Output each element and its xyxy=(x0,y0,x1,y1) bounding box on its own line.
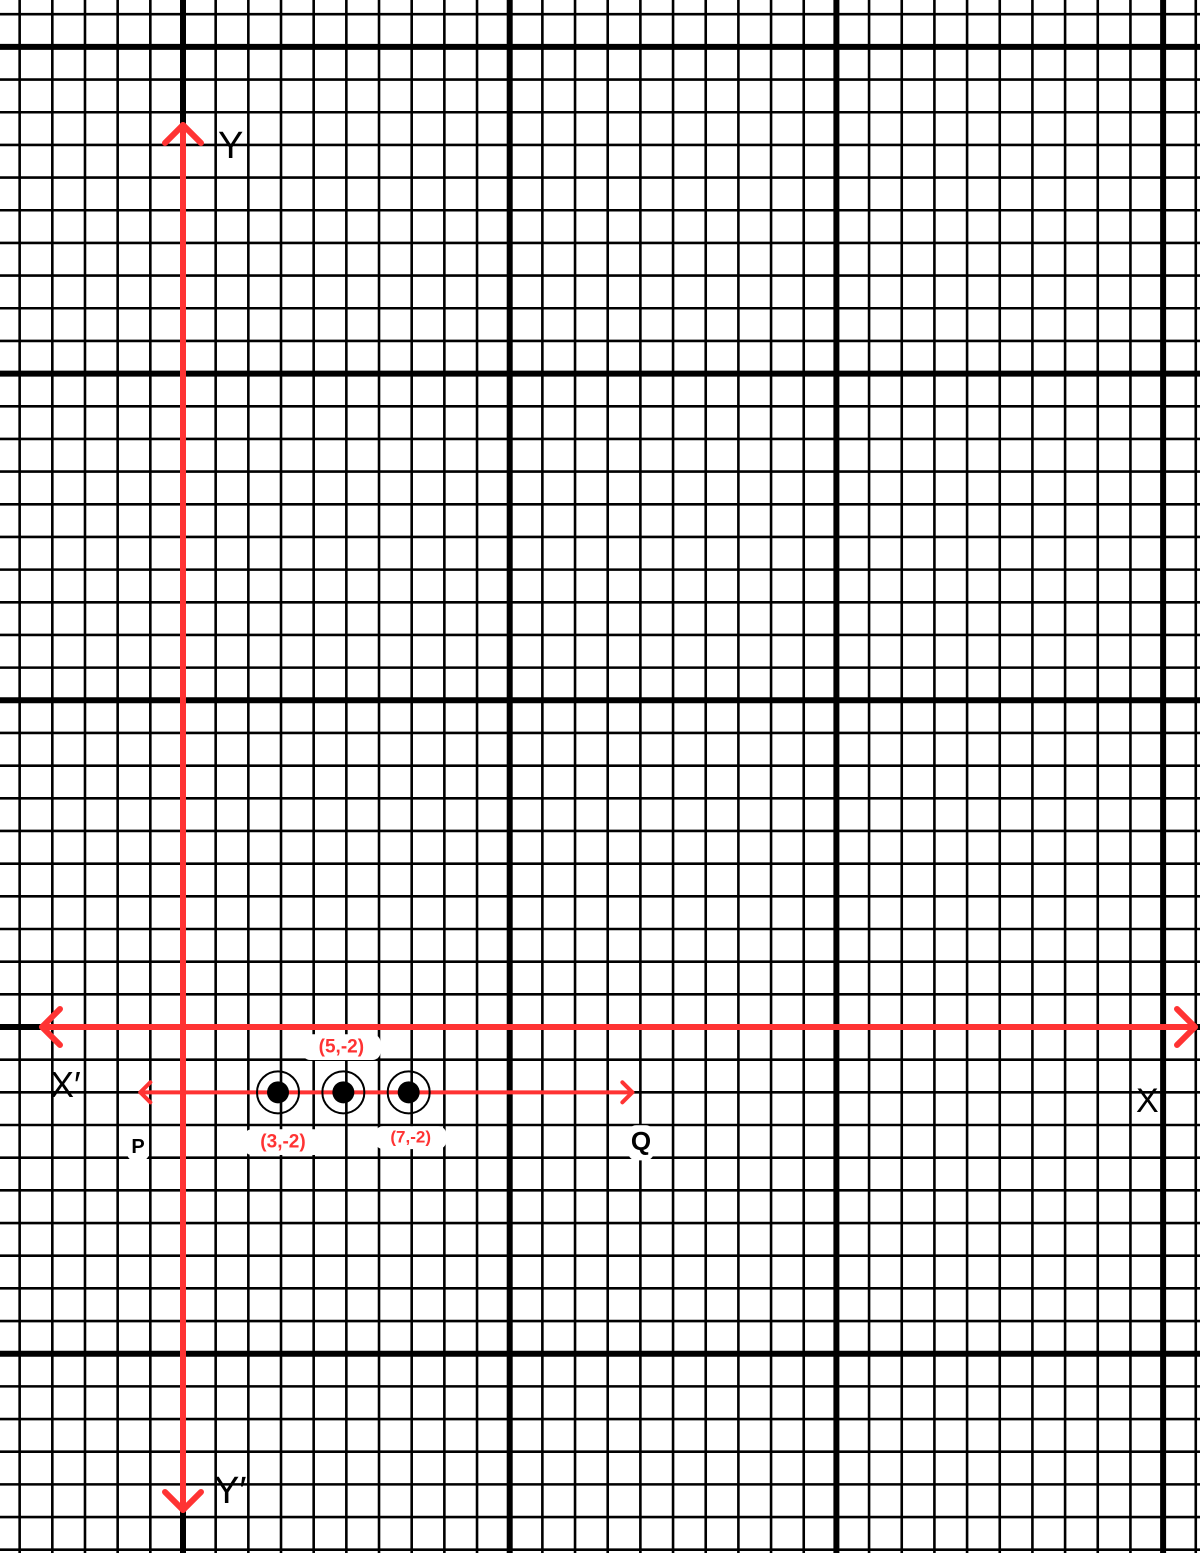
point-label-bg xyxy=(302,1034,381,1060)
point-dot xyxy=(267,1081,290,1104)
x-axis-label: X xyxy=(1136,1082,1159,1120)
axes xyxy=(39,122,1198,1513)
y-neg-axis-label: Y′ xyxy=(214,1470,246,1512)
point-ring xyxy=(321,1070,366,1115)
arrowhead-icon xyxy=(39,1006,63,1048)
point-q-label: Q xyxy=(628,1125,654,1161)
point-label: (7,-2) xyxy=(375,1126,447,1150)
point-label-text: (7,-2) xyxy=(390,1127,431,1146)
point-label-bg xyxy=(375,1126,447,1150)
x-neg-axis-label: X′ xyxy=(50,1064,81,1105)
arrowhead-icon xyxy=(162,1489,204,1513)
point-q-label-text: Q xyxy=(631,1126,651,1156)
line-pq xyxy=(138,1080,635,1105)
point-label: (3,-2) xyxy=(243,1129,323,1155)
point-p-label: P xyxy=(127,1134,149,1161)
x-axis xyxy=(39,1006,1198,1048)
points xyxy=(256,1070,431,1115)
arrowhead-icon xyxy=(1174,1006,1198,1048)
labels: Y Y′ X′ X P Q (3,-2) (5,-2) (7,-2) xyxy=(50,125,1159,1512)
point-dot xyxy=(332,1081,355,1104)
point-p-label-bg xyxy=(127,1134,149,1161)
arrowhead-icon xyxy=(138,1080,153,1105)
point-dot xyxy=(397,1081,420,1104)
point-label-bg xyxy=(243,1129,323,1155)
y-axis-label: Y xyxy=(218,125,243,167)
point-ring xyxy=(386,1070,431,1115)
y-axis xyxy=(162,122,204,1513)
point-label-text: (3,-2) xyxy=(260,1131,305,1152)
point-q-label-bg xyxy=(628,1125,654,1161)
point-p-label-text: P xyxy=(131,1136,144,1158)
arrowhead-icon xyxy=(620,1080,635,1105)
point-label: (5,-2) xyxy=(302,1034,381,1060)
point-label-text: (5,-2) xyxy=(319,1036,364,1057)
arrowhead-icon xyxy=(162,122,204,146)
point-ring xyxy=(256,1070,301,1115)
